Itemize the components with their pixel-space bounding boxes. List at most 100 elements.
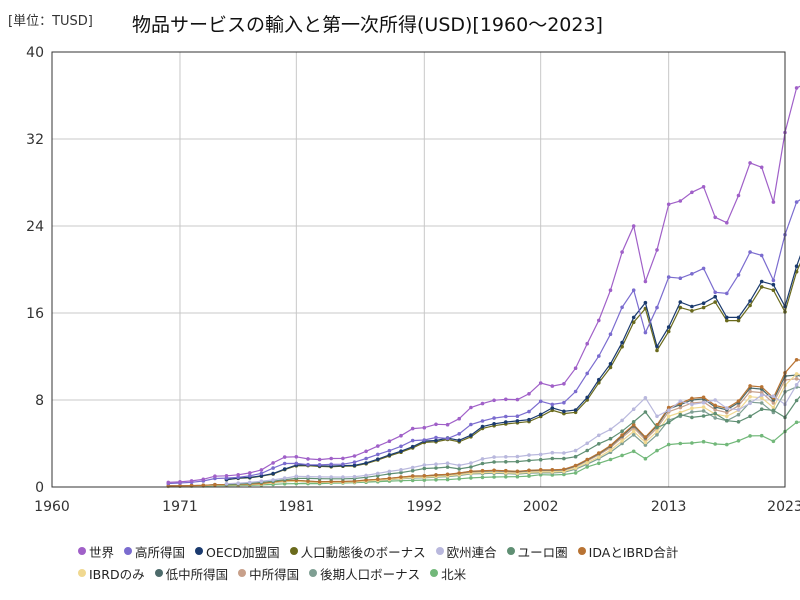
legend-item: 世界 [78, 542, 114, 561]
data-point [364, 456, 368, 461]
data-point [434, 473, 438, 477]
data-point [620, 433, 624, 437]
data-point [434, 422, 438, 427]
data-point [445, 477, 450, 482]
data-point [655, 448, 659, 453]
data-point [701, 266, 706, 271]
data-point [771, 288, 776, 293]
series-欧州連合 [224, 379, 800, 486]
data-point [457, 416, 462, 421]
data-point [678, 399, 683, 403]
data-point [597, 318, 601, 323]
data-point [387, 439, 392, 444]
data-point [248, 474, 252, 478]
data-point [538, 381, 543, 385]
data-point [585, 465, 589, 469]
data-point [585, 457, 589, 462]
data-point [422, 474, 427, 478]
data-point [690, 410, 694, 414]
data-point [585, 460, 589, 465]
data-point [480, 401, 485, 406]
data-point [445, 472, 450, 477]
legend-marker [124, 547, 133, 555]
data-point [725, 442, 729, 447]
data-point [352, 463, 357, 468]
data-point [341, 479, 345, 484]
x-tick-label: 1960 [34, 499, 70, 515]
data-point [434, 478, 438, 482]
data-point [666, 442, 671, 447]
data-point [248, 471, 252, 475]
legend-item: IDAとIBRD合計 [577, 542, 679, 561]
data-point [282, 476, 287, 480]
data-point [608, 288, 613, 293]
data-point [410, 438, 415, 443]
data-point [504, 455, 508, 459]
data-point [585, 341, 589, 346]
data-point [550, 456, 555, 461]
legend-item: 中所得国 [238, 564, 299, 583]
data-point [317, 479, 322, 484]
data-point [527, 458, 531, 463]
data-point [690, 441, 694, 445]
data-point [794, 358, 799, 362]
data-point [236, 473, 240, 477]
data-point [666, 275, 671, 279]
data-point [399, 449, 403, 454]
data-point [655, 425, 659, 430]
data-point [666, 418, 671, 422]
data-point [771, 282, 776, 287]
legend-marker [238, 569, 247, 577]
data-point [538, 468, 543, 472]
data-point [678, 305, 683, 310]
series-line [226, 262, 800, 481]
data-point [457, 467, 462, 471]
data-point [631, 422, 636, 427]
data-point [504, 420, 508, 424]
series-line [226, 395, 800, 485]
data-point [410, 465, 415, 470]
data-point [538, 399, 543, 404]
data-point [666, 202, 671, 207]
data-point [271, 478, 275, 482]
data-point [631, 224, 636, 228]
data-point [748, 161, 752, 165]
data-point [643, 410, 648, 414]
data-point [643, 440, 648, 445]
data-point [469, 405, 473, 410]
data-point [538, 457, 543, 462]
data-point [236, 481, 240, 486]
data-point [794, 398, 799, 403]
data-point [794, 264, 799, 269]
data-point [736, 408, 741, 412]
data-point [527, 392, 531, 396]
data-point [248, 480, 252, 485]
data-point [399, 433, 403, 438]
data-point [713, 290, 717, 295]
data-point [282, 461, 287, 466]
data-point [201, 483, 206, 488]
data-point [306, 457, 310, 461]
data-point [759, 165, 764, 170]
unit-label: [単位：TUSD] [8, 14, 93, 29]
y-tick-label: 16 [26, 306, 44, 322]
data-point [678, 441, 683, 446]
data-point [282, 455, 287, 459]
data-point [608, 436, 613, 441]
data-point [713, 398, 717, 402]
x-tick-label: 2013 [651, 499, 687, 515]
data-point [457, 471, 462, 475]
data-point [550, 402, 555, 407]
data-point [445, 465, 450, 469]
data-point [701, 439, 706, 444]
legend-item: OECD加盟国 [195, 542, 280, 561]
data-point [399, 444, 403, 449]
data-point [352, 460, 357, 465]
data-point [515, 459, 520, 464]
data-point [620, 429, 624, 434]
data-point [492, 475, 496, 479]
data-point [259, 468, 264, 472]
line-chart: 0 8 16 24 32 40 1960 1971 1981 1992 2002 2013 2023 [26, 45, 800, 515]
data-point [492, 468, 496, 473]
legend-label: IDAとIBRD合計 [588, 544, 679, 560]
